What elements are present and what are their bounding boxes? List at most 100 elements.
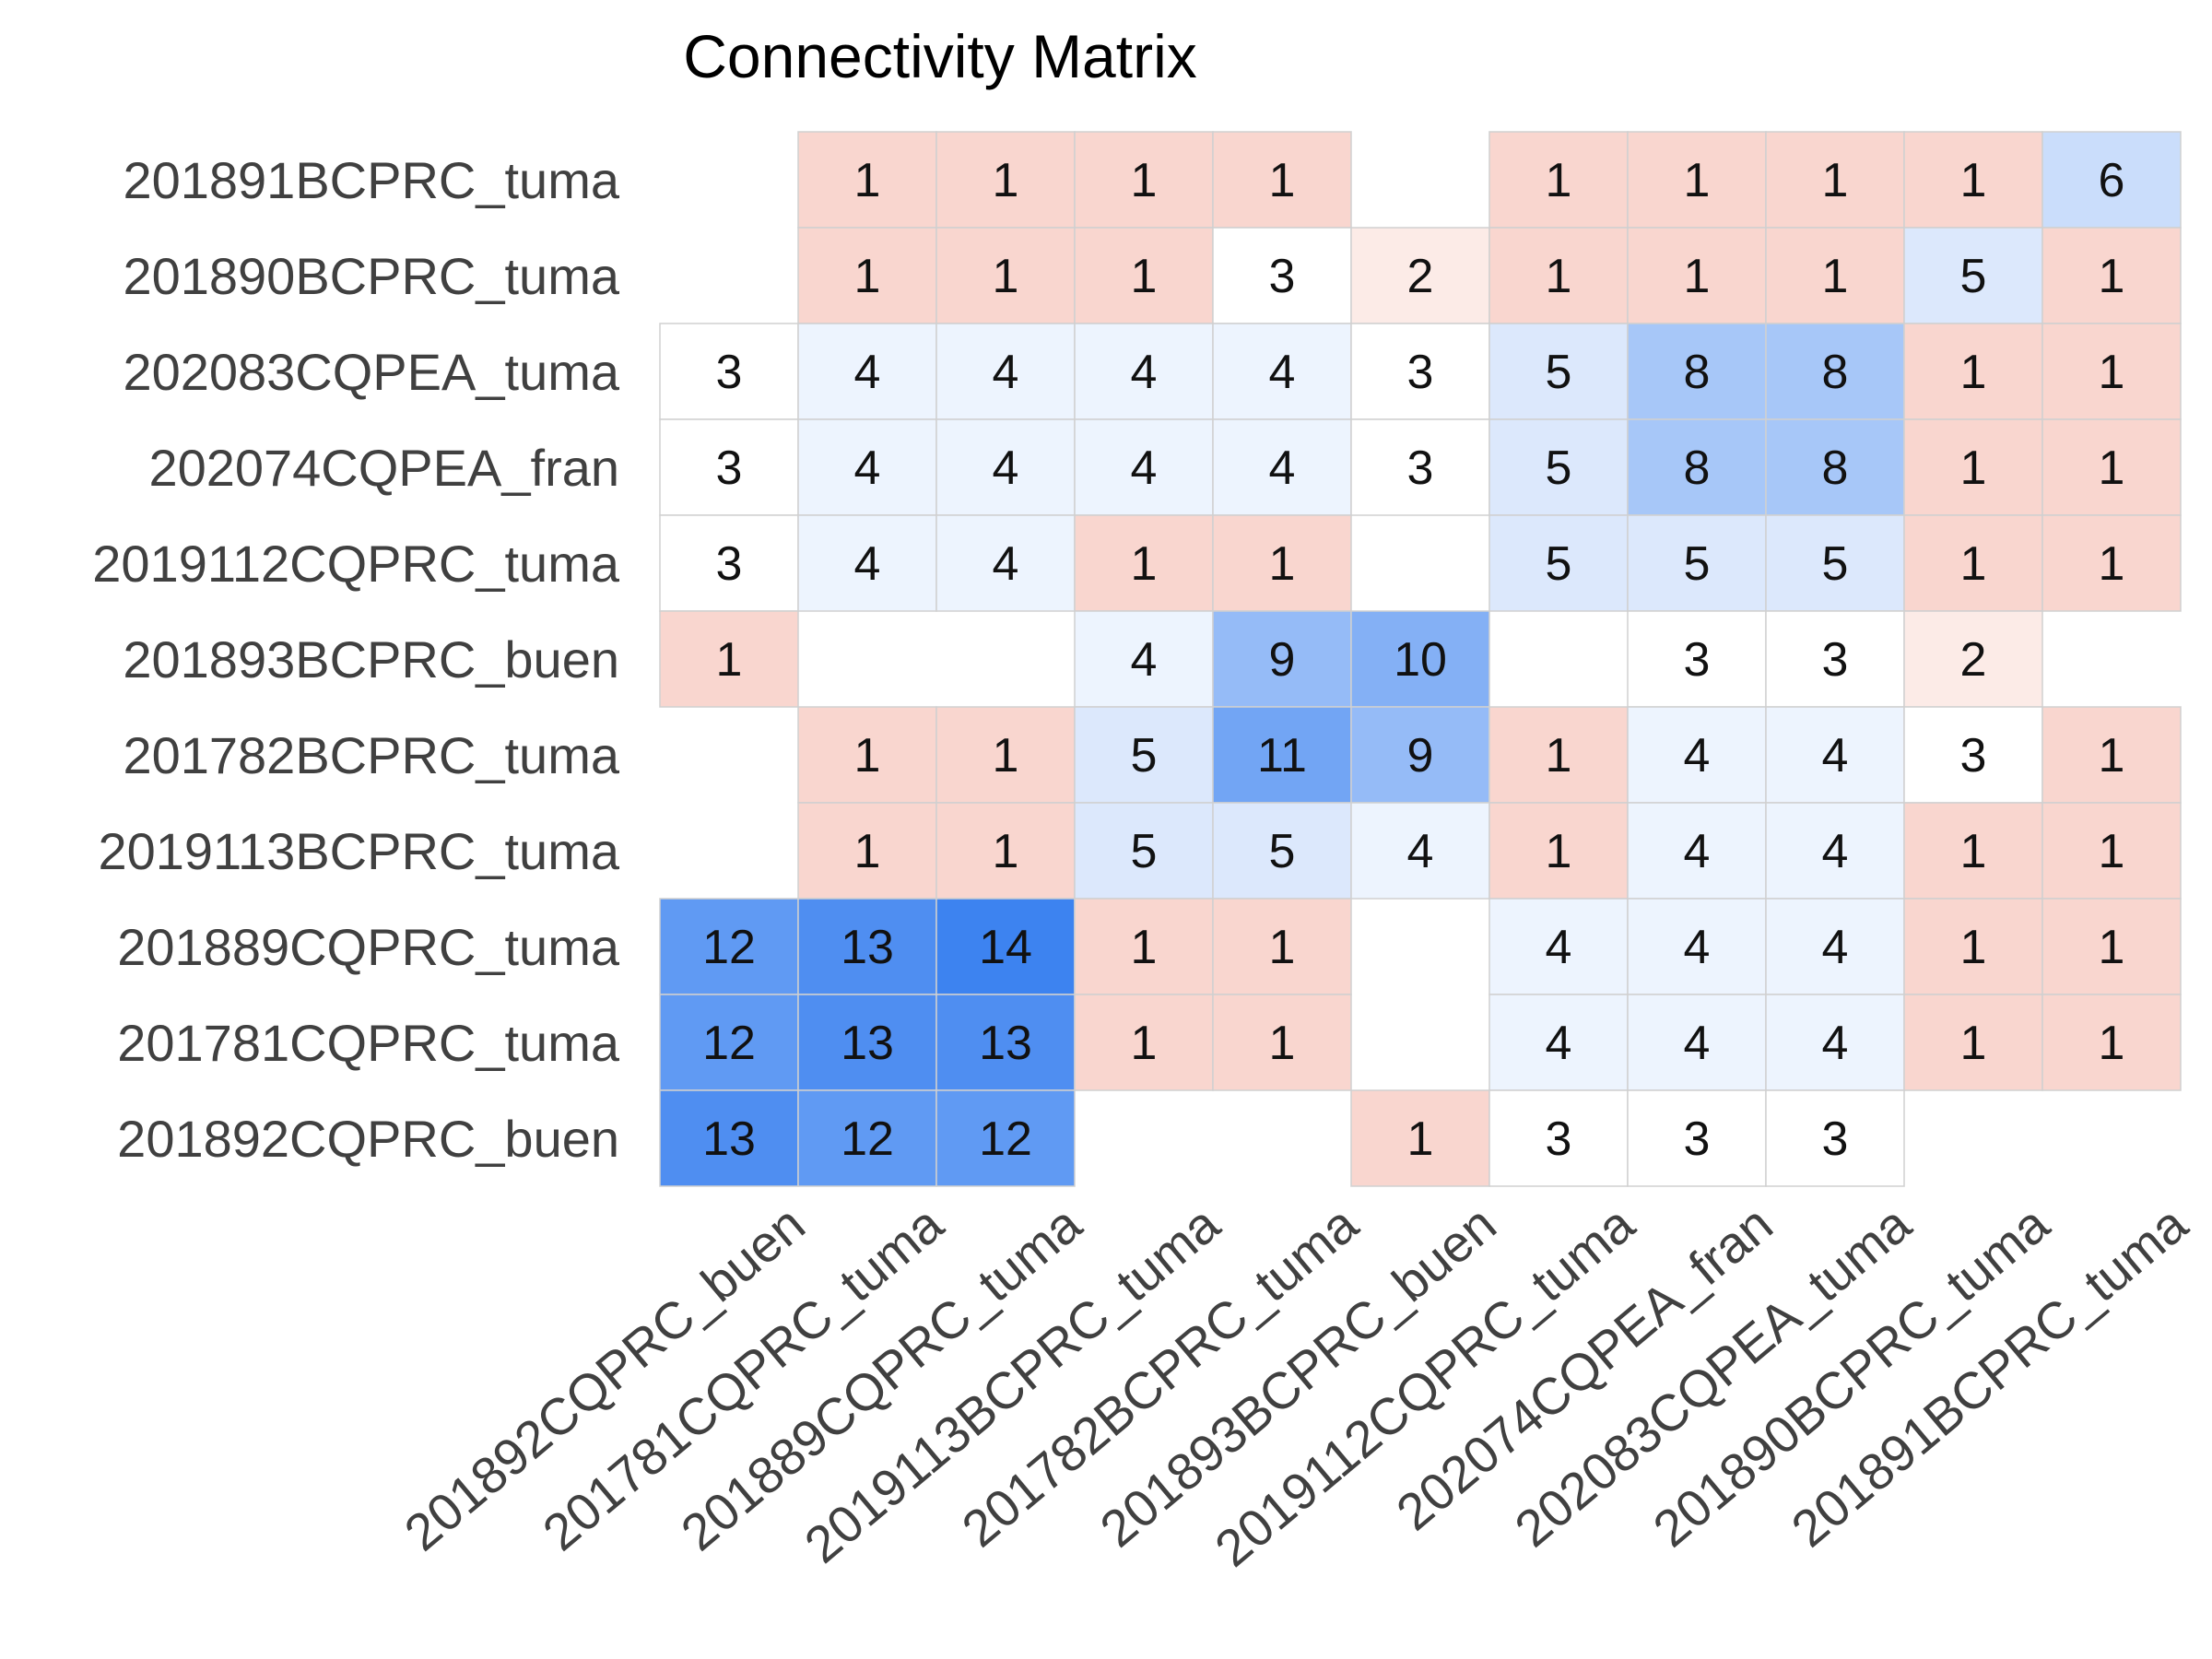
heatmap-cell — [797, 802, 937, 900]
heatmap-cell — [1903, 227, 2043, 324]
cell-value-label: 13 — [841, 921, 894, 974]
heatmap-cell — [659, 323, 799, 420]
cell-value-label: 1 — [1960, 441, 1987, 495]
cell-value-label: 4 — [1684, 921, 1711, 974]
cell-value-label: 3 — [1960, 729, 1987, 782]
heatmap-cell — [1212, 994, 1352, 1091]
heatmap-cell — [935, 802, 1076, 900]
heatmap-cell — [1350, 323, 1490, 420]
heatmap-cell — [935, 898, 1076, 995]
cell-value-label: 5 — [1546, 441, 1572, 495]
heatmap-cell — [1627, 1089, 1767, 1187]
cell-value-label: 1 — [993, 825, 1019, 878]
cell-value-label: 14 — [979, 921, 1032, 974]
heatmap-cell — [1765, 802, 1905, 900]
cell-value-label: 4 — [993, 441, 1019, 495]
row-labels: 201891BCPRC_tuma 201890BCPRC_tuma 202083CQ… — [92, 151, 620, 1168]
heatmap-cells: 1 1 1 1 1 1 1 1 61 1 1 3 2 1 1 1 5 13 4 4 4 4 3 5 8 8 1 13 4 4 4 4 3 5 8 8 1… — [659, 131, 2182, 1187]
cell-value-label: 5 — [1546, 346, 1572, 399]
cell-value-label: 1 — [1131, 1017, 1158, 1070]
heatmap-cell — [659, 610, 799, 708]
heatmap-cell — [1350, 802, 1490, 900]
heatmap-cell — [1627, 323, 1767, 420]
heatmap-cell — [797, 514, 937, 612]
cell-value-label: 1 — [993, 154, 1019, 207]
heatmap-cell — [1074, 514, 1214, 612]
heatmap-cell — [1488, 802, 1629, 900]
cell-value-label: 1 — [1269, 154, 1296, 207]
chart-title: Connectivity Matrix — [683, 22, 1197, 90]
heatmap-cell — [935, 994, 1076, 1091]
cell-value-label: 4 — [1131, 633, 1158, 687]
cell-value-label: 4 — [854, 441, 881, 495]
row-tick-label: 201890BCPRC_tuma — [123, 247, 619, 305]
cell-value-label: 1 — [1822, 250, 1849, 303]
heatmap-cell — [797, 323, 937, 420]
cell-value-label: 3 — [716, 346, 743, 399]
cell-value-label: 1 — [854, 154, 881, 207]
cell-value-label: 8 — [1684, 346, 1711, 399]
row-tick-label: 201892CQPRC_buen — [117, 1110, 619, 1168]
cell-value-label: 3 — [716, 537, 743, 591]
heatmap-cell — [1903, 802, 2043, 900]
heatmap-cell — [1903, 994, 2043, 1091]
cell-value-label: 5 — [1269, 825, 1296, 878]
heatmap-cell — [1488, 898, 1629, 995]
cell-value-label: 4 — [1269, 346, 1296, 399]
heatmap-cell — [1074, 898, 1214, 995]
heatmap-cell — [1488, 418, 1629, 516]
cell-value-label: 3 — [1822, 633, 1849, 687]
cell-value-label: 6 — [2099, 154, 2125, 207]
row-tick-label: 202074CQPEA_fran — [148, 439, 619, 497]
heatmap-cell — [1074, 994, 1214, 1091]
cell-value-label: 1 — [2099, 729, 2125, 782]
cell-value-label: 8 — [1822, 346, 1849, 399]
cell-value-label: 1 — [1960, 1017, 1987, 1070]
cell-value-label: 4 — [1407, 825, 1434, 878]
heatmap-cell — [1765, 418, 1905, 516]
cell-value-label: 1 — [1131, 921, 1158, 974]
row-tick-label: 2019112CQPRC_tuma — [92, 535, 620, 593]
heatmap-cell — [1212, 514, 1352, 612]
cell-value-label: 1 — [1546, 250, 1572, 303]
heatmap-cell — [797, 706, 937, 804]
cell-value-label: 1 — [716, 633, 743, 687]
heatmap-cell — [2041, 706, 2182, 804]
heatmap-cell — [1212, 131, 1352, 229]
cell-value-label: 1 — [1407, 1112, 1434, 1166]
heatmap-cell — [1488, 514, 1629, 612]
heatmap-cell — [2041, 514, 2182, 612]
cell-value-label: 3 — [1407, 346, 1434, 399]
heatmap-cell — [1488, 706, 1629, 804]
cell-value-label: 4 — [1684, 825, 1711, 878]
heatmap-cell — [1765, 994, 1905, 1091]
cell-value-label: 1 — [1131, 250, 1158, 303]
cell-value-label: 5 — [1960, 250, 1987, 303]
heatmap-cell — [1212, 802, 1352, 900]
heatmap-cell — [1350, 227, 1490, 324]
cell-value-label: 4 — [1684, 729, 1711, 782]
cell-value-label: 1 — [1960, 825, 1987, 878]
cell-value-label: 1 — [2099, 537, 2125, 591]
cell-value-label: 5 — [1131, 729, 1158, 782]
cell-value-label: 1 — [1960, 921, 1987, 974]
heatmap-cell — [797, 227, 937, 324]
cell-value-label: 1 — [1822, 154, 1849, 207]
cell-value-label: 4 — [1546, 1017, 1572, 1070]
heatmap-cell — [1074, 131, 1214, 229]
cell-value-label: 1 — [1269, 537, 1296, 591]
cell-value-label: 1 — [1684, 154, 1711, 207]
cell-value-label: 1 — [1960, 537, 1987, 591]
heatmap-cell — [1627, 514, 1767, 612]
cell-value-label: 1 — [2099, 250, 2125, 303]
cell-value-label: 3 — [716, 441, 743, 495]
heatmap-cell — [1903, 706, 2043, 804]
heatmap-cell — [1627, 898, 1767, 995]
cell-value-label: 10 — [1394, 633, 1447, 687]
heatmap-cell — [1074, 323, 1214, 420]
heatmap-cell — [659, 418, 799, 516]
cell-value-label: 4 — [1269, 441, 1296, 495]
cell-value-label: 1 — [1269, 921, 1296, 974]
cell-value-label: 3 — [1407, 441, 1434, 495]
